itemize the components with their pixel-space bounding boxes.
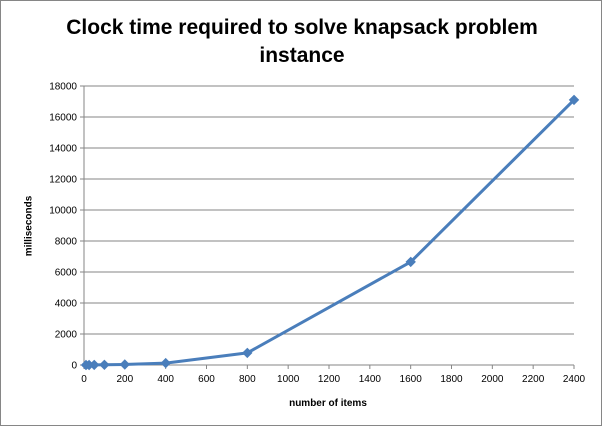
y-tick-label: 8000 (55, 237, 78, 248)
y-tick-label: 4000 (55, 299, 78, 310)
data-point-marker (242, 347, 253, 359)
y-tick-label: 10000 (49, 206, 77, 217)
x-tick-label: 400 (157, 374, 174, 385)
x-tick-label: 1800 (440, 374, 463, 385)
data-point-marker (405, 256, 416, 268)
y-tick-label: 16000 (49, 113, 77, 124)
x-tick-label: 800 (239, 374, 256, 385)
y-tick-label: 0 (71, 361, 77, 372)
x-tick-label: 1400 (359, 374, 382, 385)
chart-title-line-1: Clock time required to solve knapsack pr… (66, 16, 538, 39)
data-point-marker (568, 94, 580, 106)
y-tick-label: 2000 (55, 330, 78, 341)
y-axis-label: milliseconds (23, 195, 35, 257)
x-tick-label: 2200 (522, 374, 545, 385)
x-tick-label: 0 (81, 374, 87, 385)
data-point-marker (119, 359, 131, 370)
x-tick-label: 1200 (318, 374, 341, 385)
data-point-marker (99, 359, 110, 371)
data-point-marker (160, 357, 171, 369)
data-point-marker (88, 359, 100, 371)
x-tick-label: 1600 (400, 374, 423, 385)
x-tick-label: 2400 (563, 374, 586, 385)
y-tick-label: 6000 (55, 268, 78, 279)
y-tick-label: 12000 (49, 175, 77, 186)
chart-title: Clock time required to solve knapsack pr… (1, 14, 602, 70)
chart-title-line-2: instance (259, 44, 345, 67)
x-tick-label: 600 (198, 374, 215, 385)
x-tick-label: 2000 (481, 374, 504, 385)
x-tick-label: 1000 (277, 374, 300, 385)
series-line (86, 98, 576, 367)
x-axis-label: number of items (289, 398, 367, 409)
y-tick-label: 18000 (49, 82, 77, 93)
x-tick-label: 200 (116, 374, 133, 385)
y-tick-label: 14000 (49, 144, 77, 155)
